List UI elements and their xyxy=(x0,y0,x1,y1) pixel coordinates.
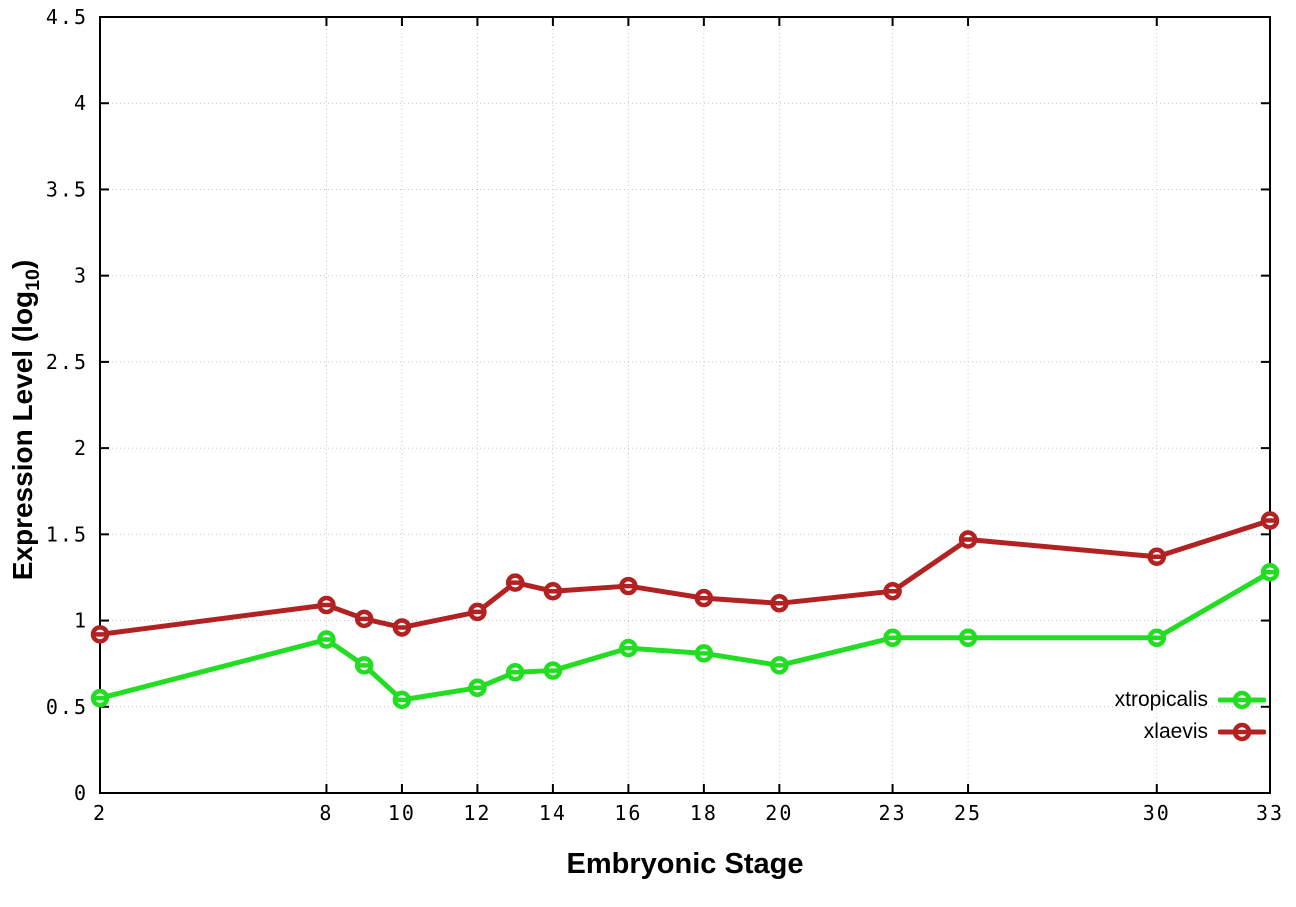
y-tick-label: 2.5 xyxy=(46,350,88,374)
y-tick-label: 4 xyxy=(74,91,88,115)
y-tick-label: 3.5 xyxy=(46,177,88,201)
y-tick-label: 0 xyxy=(74,781,88,805)
y-tick-label: 3 xyxy=(74,264,88,288)
x-tick-label: 2 xyxy=(93,801,107,825)
x-axis-title: Embryonic Stage xyxy=(566,848,804,880)
x-tick-label: 16 xyxy=(614,801,642,825)
x-tick-label: 14 xyxy=(539,801,567,825)
y-axis-title: Expression Level (log10) xyxy=(7,260,45,581)
legend-label-xtropicalis: xtropicalis xyxy=(1114,688,1208,711)
x-tick-label: 33 xyxy=(1256,801,1284,825)
y-tick-label: 1 xyxy=(74,609,88,633)
y-tick-label: 1.5 xyxy=(46,522,88,546)
series-line-xlaevis xyxy=(97,518,1273,637)
x-tick-label: 12 xyxy=(463,801,491,825)
series-line-xtropicalis xyxy=(97,569,1273,703)
legend-marker-xlaevis-icon xyxy=(1217,720,1267,744)
x-tick-label: 10 xyxy=(388,801,416,825)
x-tick-label: 30 xyxy=(1143,801,1171,825)
x-tick-label: 23 xyxy=(879,801,907,825)
legend-label-xlaevis: xlaevis xyxy=(1143,720,1208,743)
y-tick-label: 4.5 xyxy=(46,5,88,29)
y-tick-label: 0.5 xyxy=(46,695,88,719)
legend-item-xtropicalis: xtropicalis xyxy=(1114,685,1267,715)
x-tick-label: 20 xyxy=(765,801,793,825)
x-tick-label: 18 xyxy=(690,801,718,825)
y-axis-title-suffix: ) xyxy=(7,259,39,270)
y-axis-title-subscript: 10 xyxy=(21,269,44,291)
x-tick-label: 8 xyxy=(319,801,333,825)
y-axis-title-text: Expression Level (log xyxy=(7,290,39,581)
y-tick-label: 2 xyxy=(74,436,88,460)
legend-item-xlaevis: xlaevis xyxy=(1115,717,1267,747)
legend: xtropicalis xlaevis xyxy=(1114,685,1267,747)
x-tick-label: 25 xyxy=(954,801,982,825)
legend-marker-xtropicalis-icon xyxy=(1217,688,1267,712)
